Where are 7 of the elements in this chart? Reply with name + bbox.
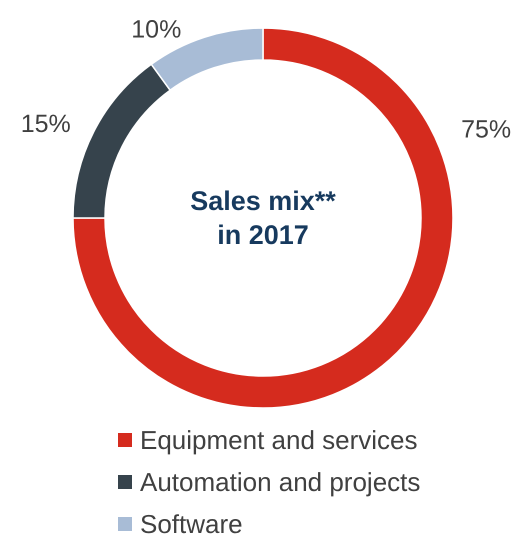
legend-label: Software xyxy=(140,509,243,537)
legend-label: Automation and projects xyxy=(140,467,420,497)
data-label: 10% xyxy=(131,15,182,44)
data-label: 15% xyxy=(20,110,71,138)
data-label: 75% xyxy=(461,116,512,144)
legend-label: Equipment and services xyxy=(140,425,418,455)
text: Sales mix** in 2017 xyxy=(190,186,336,250)
